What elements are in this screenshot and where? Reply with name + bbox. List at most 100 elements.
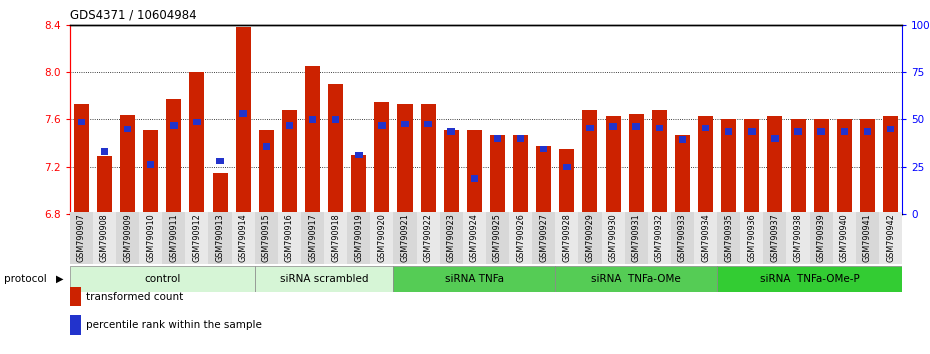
Bar <box>814 120 829 214</box>
Bar <box>397 104 413 214</box>
Text: protocol: protocol <box>4 274 46 284</box>
Bar <box>679 136 686 143</box>
Bar <box>355 152 363 158</box>
Bar <box>748 128 755 135</box>
Text: GSM790942: GSM790942 <box>886 213 895 262</box>
Text: GSM790915: GSM790915 <box>261 213 271 262</box>
Bar <box>73 104 89 214</box>
Bar <box>239 110 246 117</box>
Bar <box>417 212 440 264</box>
Text: GSM790929: GSM790929 <box>586 213 594 262</box>
Bar <box>208 212 232 264</box>
Text: siRNA scrambled: siRNA scrambled <box>280 274 368 284</box>
Bar <box>444 130 458 214</box>
Bar <box>837 120 852 214</box>
Bar <box>282 110 297 214</box>
Text: siRNA  TNFa-OMe-P: siRNA TNFa-OMe-P <box>760 274 859 284</box>
Bar <box>143 130 158 214</box>
Bar <box>120 115 135 214</box>
Bar <box>540 146 548 152</box>
Text: GSM790938: GSM790938 <box>793 213 803 262</box>
Text: GDS4371 / 10604984: GDS4371 / 10604984 <box>70 9 196 22</box>
Text: GSM790924: GSM790924 <box>470 213 479 262</box>
Bar <box>856 212 879 264</box>
Text: transformed count: transformed count <box>86 292 184 302</box>
Bar <box>555 266 717 292</box>
Bar <box>509 212 532 264</box>
Bar <box>97 156 112 214</box>
Bar <box>494 135 501 142</box>
Text: GSM790921: GSM790921 <box>401 213 409 262</box>
Bar <box>301 212 324 264</box>
Text: GSM790931: GSM790931 <box>631 213 641 262</box>
Text: GSM790930: GSM790930 <box>608 213 618 262</box>
Bar <box>702 125 710 131</box>
Bar <box>262 143 270 150</box>
Bar <box>790 120 805 214</box>
Bar <box>401 121 409 127</box>
Text: GSM790933: GSM790933 <box>678 213 687 262</box>
Text: siRNA TNFa: siRNA TNFa <box>445 274 504 284</box>
Bar <box>717 212 740 264</box>
Text: GSM790923: GSM790923 <box>446 213 456 262</box>
Bar <box>193 119 201 125</box>
Bar <box>255 212 278 264</box>
Text: GSM790910: GSM790910 <box>146 213 155 262</box>
Bar <box>170 122 178 129</box>
Bar <box>116 212 140 264</box>
Text: percentile rank within the sample: percentile rank within the sample <box>86 320 262 330</box>
Bar <box>190 72 205 214</box>
Bar <box>324 212 347 264</box>
Bar <box>124 126 131 132</box>
Bar <box>278 212 301 264</box>
Bar <box>517 135 525 142</box>
Bar <box>328 84 343 214</box>
Bar <box>375 102 390 214</box>
Bar <box>629 114 644 214</box>
Bar <box>555 212 578 264</box>
Text: GSM790922: GSM790922 <box>424 213 432 262</box>
Bar <box>656 125 663 131</box>
Bar <box>671 212 694 264</box>
Text: control: control <box>144 274 180 284</box>
Text: GSM790927: GSM790927 <box>539 213 548 262</box>
Text: GSM790932: GSM790932 <box>655 213 664 262</box>
Bar <box>675 135 690 214</box>
Bar <box>513 135 528 214</box>
Bar <box>305 66 320 214</box>
Text: GSM790918: GSM790918 <box>331 213 340 262</box>
Text: GSM790935: GSM790935 <box>724 213 733 262</box>
Bar <box>744 120 759 214</box>
Bar <box>832 212 856 264</box>
Bar <box>140 212 162 264</box>
Bar <box>787 212 810 264</box>
Bar <box>648 212 671 264</box>
Bar <box>767 116 782 214</box>
Bar <box>632 123 640 130</box>
Text: GSM790937: GSM790937 <box>770 213 779 262</box>
Text: siRNA  TNFa-OMe: siRNA TNFa-OMe <box>591 274 681 284</box>
Bar <box>694 212 717 264</box>
Bar <box>463 212 486 264</box>
Bar <box>447 128 455 135</box>
Text: GSM790911: GSM790911 <box>169 213 179 262</box>
Bar <box>652 110 667 214</box>
Text: GSM790926: GSM790926 <box>516 213 525 262</box>
Bar <box>609 123 617 130</box>
Bar <box>77 119 85 125</box>
Bar <box>352 155 366 214</box>
Bar <box>70 266 255 292</box>
Bar <box>70 212 93 264</box>
Bar <box>725 128 733 135</box>
Bar <box>467 130 482 214</box>
Text: GSM790928: GSM790928 <box>563 213 571 262</box>
Bar <box>582 110 597 214</box>
Bar <box>586 125 593 131</box>
Text: GSM790934: GSM790934 <box>701 213 711 262</box>
Text: GSM790917: GSM790917 <box>308 213 317 262</box>
Text: GSM790913: GSM790913 <box>216 213 224 262</box>
Bar <box>532 212 555 264</box>
Bar <box>393 212 417 264</box>
Bar <box>740 212 764 264</box>
Bar <box>217 158 224 164</box>
